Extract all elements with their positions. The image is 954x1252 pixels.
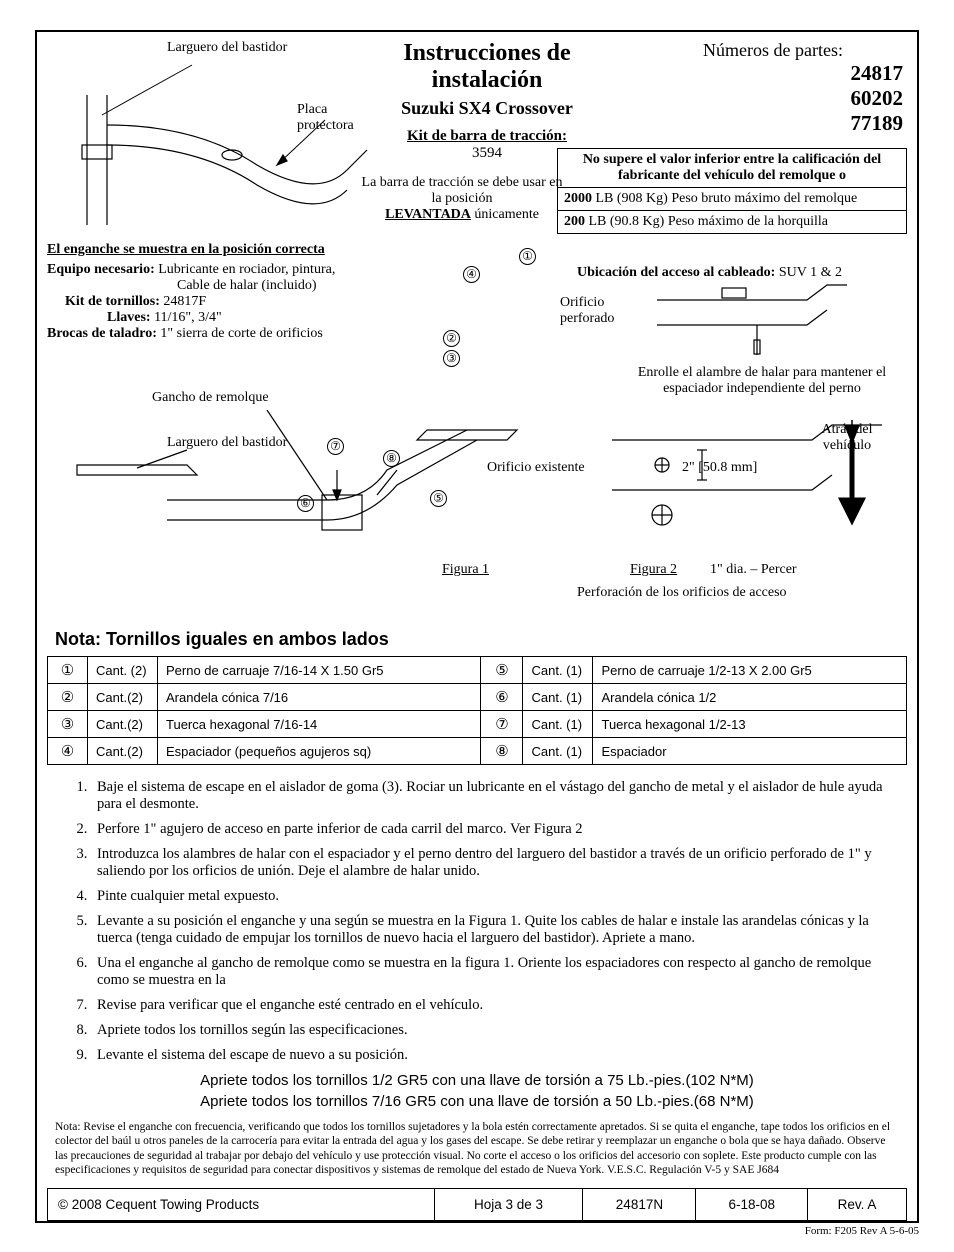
drawbar-usage-rest: únicamente	[471, 207, 539, 222]
parts-row-marker: ⑧	[481, 738, 523, 765]
wrenches-label: Llaves:	[107, 310, 151, 325]
page-frame: Instrucciones de instalación Suzuki SX4 …	[35, 30, 919, 1223]
parts-row-desc: Arandela cónica 1/2	[593, 684, 907, 711]
parts-row-marker: ⑤	[481, 657, 523, 684]
torque-spec-1: Apriete todos los tornillos 1/2 GR5 con …	[47, 1072, 907, 1089]
instruction-steps: Baje el sistema de escape en el aislador…	[47, 779, 907, 1064]
wiring-diagram	[647, 270, 857, 360]
parts-row-desc: Tuerca hexagonal 1/2-13	[593, 711, 907, 738]
parts-row-marker: ⑦	[481, 711, 523, 738]
instruction-step: Levante el sistema del escape de nuevo a…	[91, 1047, 899, 1064]
equipment-label: Equipo necesario:	[47, 262, 155, 277]
callout-enrolle: Enrolle el alambre de halar para mantene…	[612, 365, 912, 397]
parts-row-qty: Cant. (1)	[523, 711, 593, 738]
hitch-diagram-main	[67, 410, 527, 590]
instruction-step: Baje el sistema de escape en el aislador…	[91, 779, 899, 813]
diagram-marker-1: ①	[519, 248, 536, 265]
instruction-step: Pinte cualquier metal expuesto.	[91, 888, 899, 905]
parts-row-marker: ①	[48, 657, 88, 684]
equipment-value: Lubricante en rociador, pintura,	[155, 262, 336, 277]
wrenches-value: 11/16", 3/4"	[151, 310, 222, 325]
callout-larguero-top: Larguero del bastidor	[167, 40, 287, 56]
parts-row-qty: Cant. (1)	[523, 684, 593, 711]
diagram-section: Instrucciones de instalación Suzuki SX4 …	[47, 40, 907, 625]
fine-print: Nota: Revise el enganche con frecuencia,…	[47, 1114, 907, 1188]
footer-copyright: © 2008 Cequent Towing Products	[48, 1188, 435, 1220]
boltkit-label: Kit de tornillos:	[65, 294, 160, 309]
parts-row-qty: Cant.(2)	[88, 738, 158, 765]
parts-row-marker: ④	[48, 738, 88, 765]
instruction-step: Levante a su posición el enganche y una …	[91, 913, 899, 947]
drawbar-usage-bold: LEVANTADA	[385, 207, 471, 222]
callout-gancho: Gancho de remolque	[152, 390, 269, 406]
cable-note: Cable de halar (incluido)	[47, 278, 467, 294]
parts-row-desc: Perno de carruaje 7/16-14 X 1.50 Gr5	[158, 657, 481, 684]
figure-2-diagram	[602, 410, 892, 560]
callout-orificio-perf: Orificio perforado	[560, 295, 630, 327]
parts-row-qty: Cant.(2)	[88, 684, 158, 711]
parts-row-marker: ②	[48, 684, 88, 711]
figure-2-label: Figura 2	[630, 562, 677, 578]
footer-partnum: 24817N	[583, 1188, 696, 1220]
percer-label: 1" dia. – Percer	[710, 562, 797, 578]
note-title: Nota: Tornillos iguales en ambos lados	[55, 629, 907, 650]
parts-row-marker: ⑥	[481, 684, 523, 711]
boltkit-value: 24817F	[160, 294, 206, 309]
footer-rev: Rev. A	[808, 1188, 907, 1220]
parts-row-desc: Espaciador	[593, 738, 907, 765]
rating-row-2: 200 LB (90.8 Kg) Peso máximo de la horqu…	[558, 211, 907, 234]
parts-row-desc: Arandela cónica 7/16	[158, 684, 481, 711]
parts-row-qty: Cant.(2)	[88, 711, 158, 738]
instruction-step: Revise para verificar que el enganche es…	[91, 997, 899, 1014]
instruction-step: Una el enganche al gancho de remolque co…	[91, 955, 899, 989]
diagram-marker-4: ④	[463, 266, 480, 283]
part-number-1: 24817	[643, 61, 903, 86]
parts-table: ①Cant. (2)Perno de carruaje 7/16-14 X 1.…	[47, 656, 907, 765]
parts-row-marker: ③	[48, 711, 88, 738]
footer-sheet: Hoja 3 de 3	[434, 1188, 583, 1220]
instruction-step: Apriete todos los tornillos según las es…	[91, 1022, 899, 1039]
instruction-step: Introduzca los alambres de halar con el …	[91, 846, 899, 880]
parts-row-qty: Cant. (2)	[88, 657, 158, 684]
parts-row-desc: Espaciador (pequeños agujeros sq)	[158, 738, 481, 765]
rating-table: No supere el valor inferior entre la cal…	[557, 148, 907, 234]
parts-row-qty: Cant. (1)	[523, 657, 593, 684]
footer-table: © 2008 Cequent Towing Products Hoja 3 de…	[47, 1188, 907, 1221]
parts-row-desc: Tuerca hexagonal 7/16-14	[158, 711, 481, 738]
perforacion-label: Perforación de los orificios de acceso	[577, 585, 787, 601]
rating-row-1: 2000 LB (908 Kg) Peso bruto máximo del r…	[558, 188, 907, 211]
drill-value: 1" sierra de corte de orificios	[157, 326, 323, 341]
diagram-marker-3: ③	[443, 350, 460, 367]
torque-spec-2: Apriete todos los tornillos 7/16 GR5 con…	[47, 1093, 907, 1110]
rating-warning: No supere el valor inferior entre la cal…	[558, 149, 907, 188]
part-number-3: 77189	[643, 111, 903, 136]
footer-date: 6-18-08	[696, 1188, 808, 1220]
diagram-marker-2: ②	[443, 330, 460, 347]
part-number-2: 60202	[643, 86, 903, 111]
hitch-diagram-top	[77, 55, 397, 255]
parts-label: Números de partes:	[643, 40, 903, 61]
instruction-step: Perfore 1" agujero de acceso en parte in…	[91, 821, 899, 838]
drill-label: Brocas de taladro:	[47, 326, 157, 341]
parts-row-desc: Perno de carruaje 1/2-13 X 2.00 Gr5	[593, 657, 907, 684]
kit-label: Kit de barra de tracción:	[407, 128, 567, 144]
parts-row-qty: Cant. (1)	[523, 738, 593, 765]
